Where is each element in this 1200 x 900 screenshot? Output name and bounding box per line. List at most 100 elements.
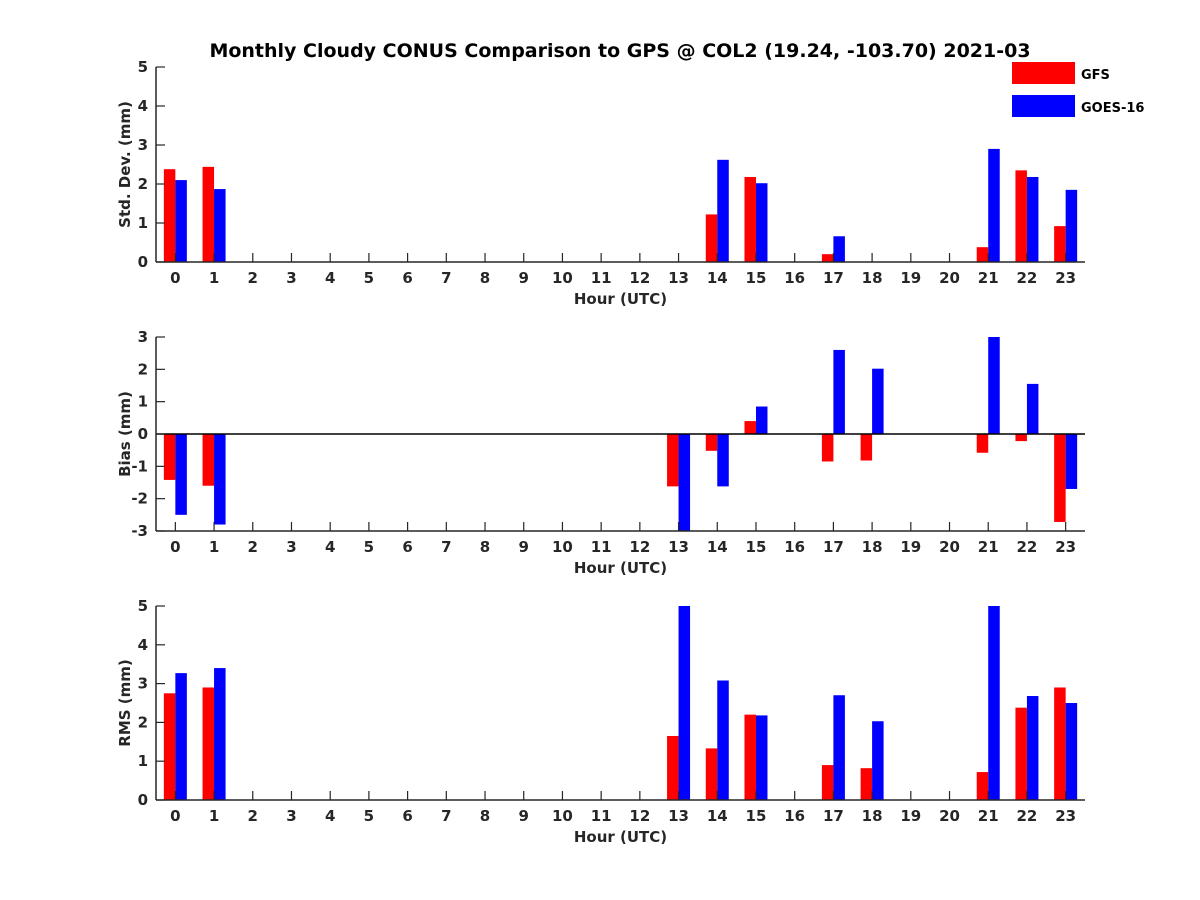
x-tick-label: 11: [591, 269, 612, 287]
x-tick-label: 19: [900, 538, 921, 556]
x-tick-label: 22: [1017, 538, 1038, 556]
y-tick-label: -2: [131, 490, 148, 508]
x-tick-label: 10: [552, 538, 573, 556]
x-tick-label: 16: [784, 807, 805, 825]
legend-swatch-gfs: [1012, 62, 1075, 84]
bar-goes16-hour-23: [1065, 703, 1078, 800]
bar-gfs-hour-13: [667, 434, 679, 487]
bar-goes16-hour-14: [717, 680, 729, 800]
x-tick-label: 4: [325, 807, 335, 825]
chart-title: Monthly Cloudy CONUS Comparison to GPS @…: [209, 40, 1030, 62]
bar-goes16-hour-15: [755, 715, 768, 800]
x-tick-label: 0: [170, 269, 180, 287]
x-tick-label: 22: [1017, 269, 1038, 287]
bar-goes16-hour-21: [988, 337, 1000, 434]
y-tick-label: 1: [138, 752, 148, 770]
x-tick-label: 8: [480, 269, 490, 287]
x-tick-label: 9: [519, 807, 529, 825]
x-tick-label: 14: [707, 269, 728, 287]
x-tick-label: 14: [707, 538, 728, 556]
bar-gfs-hour-14: [705, 214, 718, 262]
legend: GFS GOES-16: [1012, 62, 1144, 117]
legend-label-gfs: GFS: [1081, 68, 1110, 83]
x-tick-label: 9: [519, 538, 529, 556]
x-tick-label: 7: [441, 538, 451, 556]
x-tick-label: 6: [402, 269, 412, 287]
bar-goes16-hour-23: [1065, 189, 1078, 262]
y-tick-label: 5: [138, 58, 148, 76]
x-tick-label: 12: [629, 269, 650, 287]
y-tick-label: 3: [138, 328, 148, 346]
bar-gfs-hour-21: [976, 434, 989, 453]
y-tick-label: -1: [131, 457, 148, 475]
bar-gfs-hour-13: [667, 735, 679, 800]
x-tick-label: 11: [591, 807, 612, 825]
bar-gfs-hour-22: [1015, 707, 1027, 800]
x-tick-label: 20: [939, 538, 960, 556]
bar-goes16-hour-1: [214, 668, 226, 800]
x-tick-label: 13: [668, 538, 689, 556]
y-tick-label: 3: [138, 675, 148, 693]
x-tick-label: 21: [978, 269, 999, 287]
bar-gfs-hour-15: [744, 176, 756, 262]
bar-gfs-hour-1: [202, 687, 215, 800]
x-tick-label: 23: [1055, 269, 1076, 287]
x-tick-label: 18: [862, 807, 883, 825]
x-tick-label: 15: [746, 807, 767, 825]
y-tick-label: 4: [138, 636, 148, 654]
bar-goes16-hour-0: [175, 180, 187, 262]
x-tick-label: 12: [629, 538, 650, 556]
x-tick-label: 10: [552, 269, 573, 287]
x-tick-label: 16: [784, 538, 805, 556]
x-axis-label: Hour (UTC): [574, 828, 667, 846]
bar-goes16-hour-14: [717, 159, 729, 262]
bar-goes16-hour-13: [678, 434, 691, 531]
bar-gfs-hour-15: [744, 714, 756, 800]
x-tick-label: 3: [286, 269, 296, 287]
bar-gfs-hour-0: [163, 693, 176, 800]
x-tick-label: 20: [939, 269, 960, 287]
x-tick-label: 3: [286, 807, 296, 825]
x-tick-label: 18: [862, 538, 883, 556]
x-tick-label: 4: [325, 269, 335, 287]
y-tick-label: 2: [138, 175, 148, 193]
bar-goes16-hour-17: [833, 236, 845, 262]
bar-goes16-hour-1: [214, 189, 226, 262]
bar-gfs-hour-21: [976, 772, 989, 800]
y-tick-label: 0: [138, 425, 148, 443]
x-tick-label: 8: [480, 538, 490, 556]
bar-gfs-hour-17: [821, 434, 834, 462]
bar-gfs-hour-18: [860, 434, 873, 461]
x-tick-label: 22: [1017, 807, 1038, 825]
x-tick-label: 7: [441, 269, 451, 287]
x-tick-label: 21: [978, 807, 999, 825]
x-tick-label: 16: [784, 269, 805, 287]
bar-goes16-hour-0: [175, 434, 187, 515]
x-tick-label: 9: [519, 269, 529, 287]
bar-goes16-hour-15: [755, 406, 768, 434]
x-tick-label: 6: [402, 807, 412, 825]
bar-goes16-hour-0: [175, 673, 187, 800]
bar-gfs-hour-23: [1054, 226, 1066, 262]
x-tick-label: 5: [364, 538, 374, 556]
x-tick-label: 1: [209, 269, 219, 287]
bar-gfs-hour-14: [705, 748, 718, 800]
y-tick-label: 1: [138, 393, 148, 411]
x-tick-label: 10: [552, 807, 573, 825]
bar-goes16-hour-18: [872, 368, 884, 434]
bar-gfs-hour-22: [1015, 170, 1027, 262]
bar-gfs-hour-15: [744, 421, 756, 434]
bar-gfs-hour-17: [821, 765, 834, 800]
x-tick-label: 18: [862, 269, 883, 287]
x-tick-label: 11: [591, 538, 612, 556]
bar-goes16-hour-21: [988, 148, 1000, 262]
x-tick-label: 8: [480, 807, 490, 825]
x-tick-label: 2: [248, 269, 258, 287]
x-tick-label: 19: [900, 807, 921, 825]
bar-goes16-hour-17: [833, 349, 845, 434]
x-tick-label: 2: [248, 807, 258, 825]
y-tick-label: 1: [138, 214, 148, 232]
bar-goes16-hour-23: [1065, 434, 1078, 489]
y-tick-label: 0: [138, 791, 148, 809]
